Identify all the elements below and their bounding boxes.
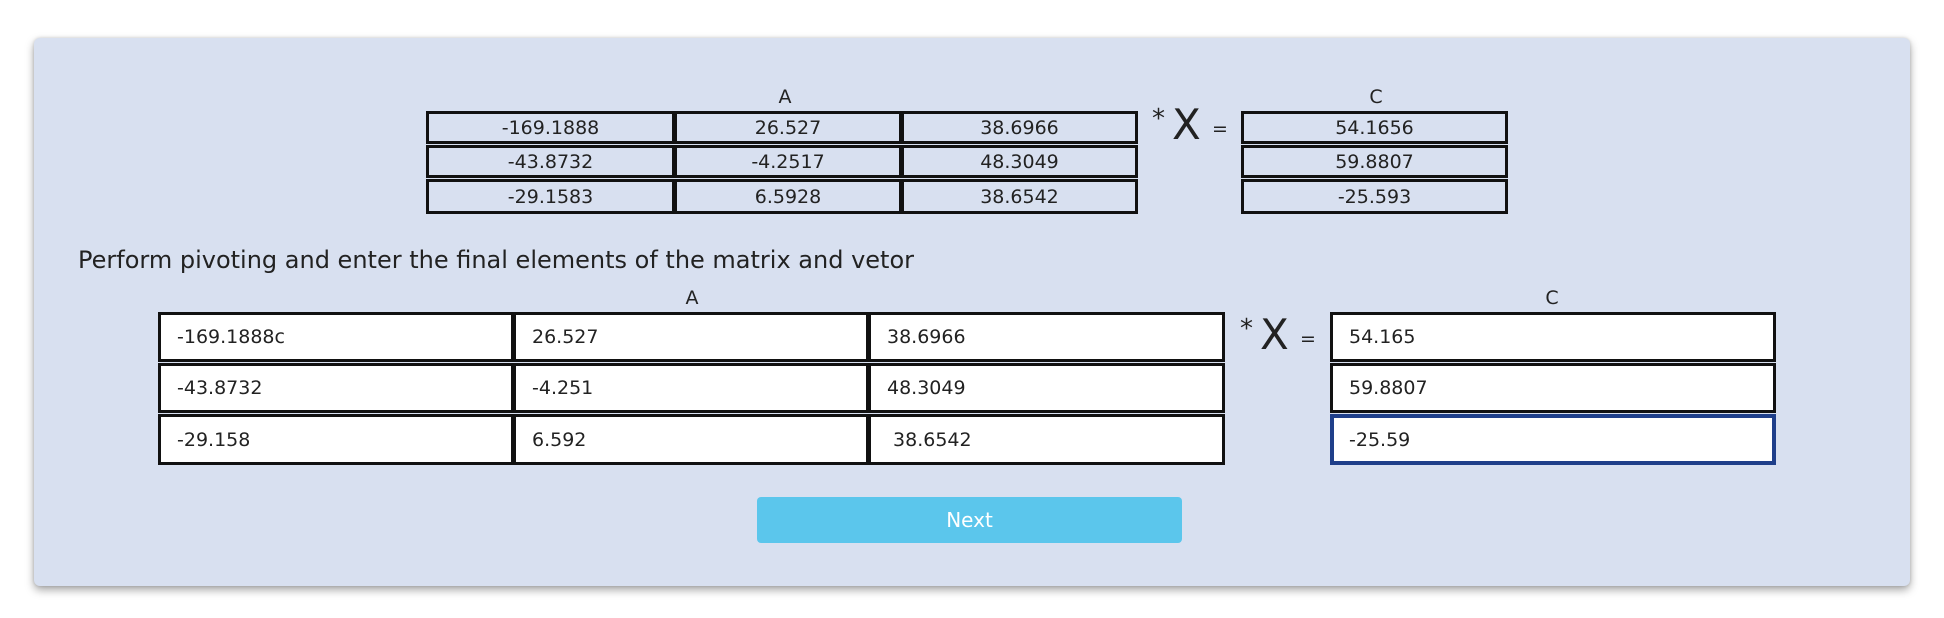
answer-a-r1c2-input[interactable]	[513, 312, 869, 362]
bottom-matrix-a-label: A	[685, 287, 699, 309]
top-c-cell-2: 59.8807	[1241, 145, 1508, 178]
answer-a-r2c1-input[interactable]	[158, 363, 514, 413]
top-a-cell-r1c2: 26.527	[674, 111, 902, 144]
top-c-cell-3: -25.593	[1241, 179, 1508, 214]
bottom-vector-c-label: C	[1545, 287, 1559, 309]
answer-a-r3c3-input[interactable]	[868, 414, 1225, 465]
top-matrix-a-label: A	[778, 86, 792, 108]
top-multiply-symbol: *	[1152, 104, 1165, 134]
top-a-cell-r1c3: 38.6966	[901, 111, 1138, 144]
top-a-cell-r2c3: 48.3049	[901, 145, 1138, 178]
top-c-cell-1: 54.1656	[1241, 111, 1508, 144]
instruction-text: Perform pivoting and enter the final ele…	[78, 246, 915, 274]
bottom-multiply-symbol: *	[1240, 314, 1253, 344]
top-a-cell-r3c2: 6.5928	[674, 179, 902, 214]
top-x-symbol: X	[1172, 100, 1201, 149]
top-a-cell-r2c1: -43.8732	[426, 145, 675, 178]
answer-a-r1c3-input[interactable]	[868, 312, 1225, 362]
answer-a-r2c3-input[interactable]	[868, 363, 1225, 413]
top-vector-c-label: C	[1369, 86, 1383, 108]
answer-c-1-input[interactable]	[1330, 312, 1776, 362]
top-a-cell-r3c1: -29.1583	[426, 179, 675, 214]
answer-a-r2c2-input[interactable]	[513, 363, 869, 413]
top-a-cell-r1c1: -169.1888	[426, 111, 675, 144]
answer-c-3-input[interactable]	[1330, 414, 1776, 465]
top-a-cell-r2c2: -4.2517	[674, 145, 902, 178]
answer-c-2-input[interactable]	[1330, 363, 1776, 413]
bottom-equals-symbol: =	[1300, 328, 1316, 350]
next-button[interactable]: Next	[757, 497, 1182, 543]
answer-a-r3c1-input[interactable]	[158, 414, 514, 465]
bottom-x-symbol: X	[1260, 310, 1289, 359]
answer-a-r1c1-input[interactable]	[158, 312, 514, 362]
answer-a-r3c2-input[interactable]	[513, 414, 869, 465]
top-equals-symbol: =	[1212, 118, 1228, 140]
top-a-cell-r3c3: 38.6542	[901, 179, 1138, 214]
